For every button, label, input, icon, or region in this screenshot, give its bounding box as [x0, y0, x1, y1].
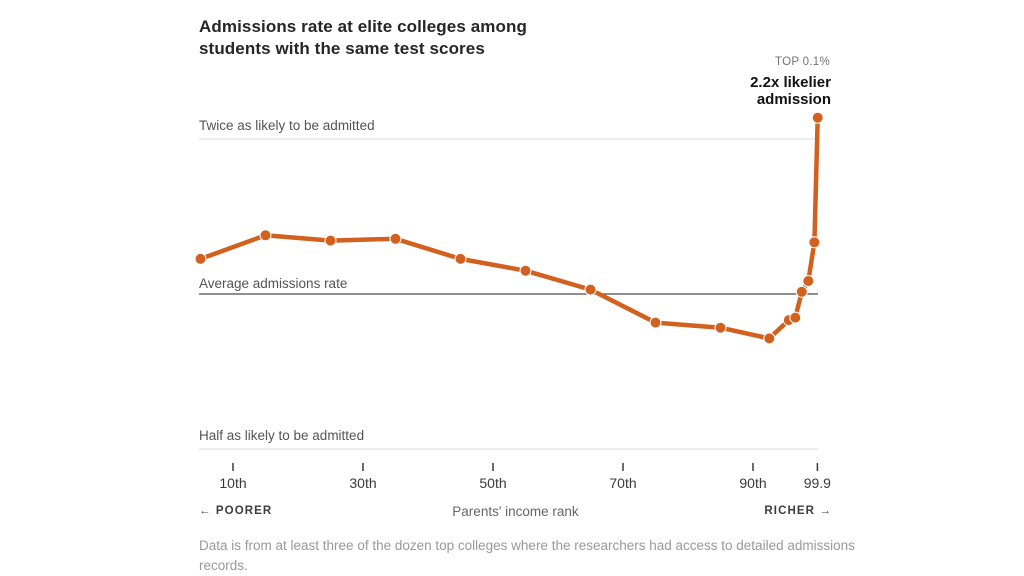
x-axis-direction-poorer: ← POORER	[199, 505, 273, 517]
x-tick-label: 99.9	[803, 475, 831, 491]
top-point-callout: 2.2x likelier admission	[750, 74, 831, 108]
data-point	[802, 275, 815, 287]
x-tick-label: 30th	[349, 475, 377, 491]
data-point	[811, 111, 824, 124]
data-point	[454, 252, 467, 265]
x-axis-direction-richer: RICHER →	[764, 505, 832, 517]
ref-line-label-average: Average admissions rate	[199, 276, 348, 291]
x-axis-title: Parents' income rank	[452, 504, 579, 519]
x-tick-label: 10th	[219, 475, 247, 491]
x-tick-label: 90th	[739, 475, 767, 491]
x-tick-label: 50th	[479, 475, 507, 491]
data-point	[259, 229, 272, 242]
data-point	[714, 321, 727, 334]
data-point	[795, 285, 808, 298]
callout-line-1: 2.2x likelier	[750, 74, 831, 91]
data-point	[194, 252, 207, 265]
ref-line-label-half: Half as likely to be admitted	[199, 428, 365, 443]
callout-line-2: admission	[756, 91, 831, 108]
data-point	[584, 283, 597, 296]
ref-line-label-twice: Twice as likely to be admitted	[199, 118, 375, 133]
source-footnote: Data is from at least three of the dozen…	[199, 538, 855, 573]
top-point-eyebrow: TOP 0.1%	[774, 56, 830, 68]
data-point	[808, 236, 821, 249]
data-point	[649, 316, 662, 329]
line-chart-canvas	[194, 111, 824, 471]
data-point	[789, 311, 802, 324]
data-point	[324, 234, 337, 247]
data-line	[198, 115, 820, 341]
page-title: Admissions rate at elite colleges among …	[199, 17, 527, 58]
data-point	[389, 232, 402, 245]
data-point	[519, 264, 532, 277]
x-tick-label: 70th	[609, 475, 637, 491]
data-point	[763, 332, 776, 345]
